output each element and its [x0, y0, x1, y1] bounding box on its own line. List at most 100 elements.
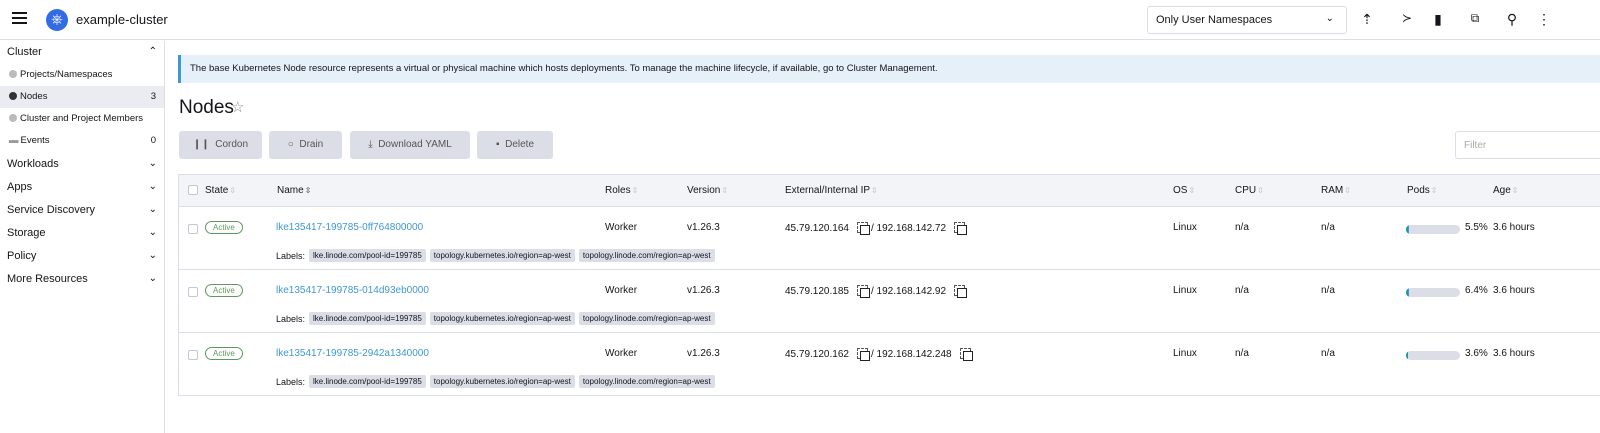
sort-icon: ⇳ [229, 186, 237, 195]
external-ip: 45.79.120.164 [785, 223, 849, 234]
column-state[interactable]: State⇳ [205, 185, 236, 196]
node-version: v1.26.3 [687, 222, 720, 233]
label-tag: topology.kubernetes.io/region=ap-west [429, 249, 575, 262]
sidebar-item-members[interactable]: Cluster and Project Members [0, 108, 164, 130]
select-all-checkbox[interactable] [188, 185, 198, 195]
node-role: Worker [605, 222, 638, 233]
node-age: 3.6 hours [1493, 348, 1535, 359]
group-label: Storage [7, 227, 46, 239]
table-row: Active lke135417-199785-014d93eb0000 Wor… [179, 270, 1600, 333]
labels-prefix: Labels: [276, 376, 306, 387]
internal-ip: 192.168.142.72 [876, 223, 947, 234]
node-ram: n/a [1321, 285, 1335, 296]
table-row: Active lke135417-199785-2942a1340000 Wor… [179, 333, 1600, 396]
cordon-button[interactable]: ❙❙ Cordon [179, 131, 262, 159]
terminal-icon[interactable]: ≻ [1401, 11, 1413, 25]
col-label: Version [687, 185, 721, 196]
column-name[interactable]: Name⇳ [277, 185, 311, 196]
pods-percent: 3.6% [1465, 348, 1488, 359]
copy-icon[interactable] [959, 348, 973, 361]
copy-icon[interactable] [954, 222, 968, 235]
sidebar-group-service-discovery[interactable]: Service Discovery ⌄ [7, 204, 159, 216]
external-ip: 45.79.120.162 [785, 349, 849, 360]
delete-button[interactable]: ▪ Delete [477, 131, 553, 159]
label-tag: topology.kubernetes.io/region=ap-west [429, 375, 575, 388]
sidebar-group-cluster[interactable]: Cluster ⌃ [7, 46, 159, 58]
copy-kubeconfig-icon[interactable]: ⧉ [1470, 11, 1480, 25]
star-icon[interactable]: ☆ [231, 99, 245, 116]
column-os[interactable]: OS⇳ [1173, 185, 1195, 196]
info-banner: The base Kubernetes Node resource repres… [178, 55, 1600, 83]
label-tag: lke.linode.com/pool-id=199785 [309, 375, 426, 388]
sidebar-item-events[interactable]: ▬ Events 0 [0, 130, 164, 152]
label-tag: lke.linode.com/pool-id=199785 [309, 312, 426, 325]
hamburger-menu-icon[interactable] [12, 12, 27, 24]
folder-icon: ▬ [9, 135, 19, 146]
sort-icon: ⇳ [1430, 186, 1438, 195]
node-version: v1.26.3 [687, 285, 720, 296]
download-yaml-button[interactable]: ⤓ Download YAML [350, 131, 470, 159]
col-label: External/Internal IP [785, 185, 871, 196]
node-ips: 45.79.120.164/ 192.168.142.72 [785, 222, 968, 235]
external-ip: 45.79.120.185 [785, 286, 849, 297]
button-label: Drain [299, 139, 324, 150]
row-checkbox[interactable] [188, 287, 198, 297]
circle-icon [9, 70, 17, 78]
copy-icon[interactable] [954, 285, 968, 298]
page-title: Nodes [179, 97, 234, 118]
sidebar-group-workloads[interactable]: Workloads ⌄ [7, 158, 159, 170]
labels-prefix: Labels: [276, 250, 306, 261]
search-icon[interactable]: ⚲ [1506, 11, 1518, 27]
column-ram[interactable]: RAM⇳ [1321, 185, 1351, 196]
namespace-select-value: Only User Namespaces [1156, 14, 1273, 26]
group-label: More Resources [7, 273, 88, 285]
col-label: Name [277, 185, 304, 196]
status-badge: Active [205, 221, 243, 234]
chevron-down-icon: ⌄ [1325, 13, 1334, 24]
sidebar-group-policy[interactable]: Policy ⌄ [7, 250, 159, 262]
node-os: Linux [1173, 285, 1197, 296]
sidebar-item-nodes[interactable]: Nodes 3 [0, 86, 164, 108]
filter-input[interactable]: Filter [1455, 131, 1600, 159]
sidebar-group-apps[interactable]: Apps ⌄ [7, 181, 159, 193]
node-labels: Labels: lke.linode.com/pool-id=199785 top… [276, 375, 715, 388]
sidebar-group-storage[interactable]: Storage ⌄ [7, 227, 159, 239]
copy-icon[interactable] [856, 348, 870, 361]
column-version[interactable]: Version⇳ [687, 185, 728, 196]
column-cpu[interactable]: CPU⇳ [1235, 185, 1264, 196]
node-role: Worker [605, 285, 638, 296]
column-ip[interactable]: External/Internal IP⇳ [785, 185, 878, 196]
column-age[interactable]: Age⇳ [1493, 185, 1519, 196]
sidebar-group-more-resources[interactable]: More Resources ⌄ [7, 273, 159, 285]
node-cpu: n/a [1235, 222, 1249, 233]
item-count: 0 [150, 135, 156, 146]
column-pods[interactable]: Pods⇳ [1407, 185, 1438, 196]
namespace-select[interactable]: Only User Namespaces ⌄ [1147, 6, 1347, 34]
pods-progress-fill [1406, 288, 1410, 297]
item-label: Projects/Namespaces [20, 69, 113, 80]
file-icon[interactable]: ▮ [1434, 11, 1442, 27]
sort-icon: ⇳ [1188, 186, 1196, 195]
item-count: 3 [150, 91, 156, 102]
node-name-link[interactable]: lke135417-199785-2942a1340000 [276, 348, 429, 359]
item-label: Events [20, 135, 50, 146]
sidebar-item-projects-namespaces[interactable]: Projects/Namespaces [0, 64, 164, 86]
copy-icon[interactable] [856, 222, 870, 235]
row-checkbox[interactable] [188, 224, 198, 234]
chevron-down-icon: ⌄ [148, 204, 157, 215]
node-name-link[interactable]: lke135417-199785-0ff764800000 [276, 222, 424, 233]
upload-icon[interactable]: ⇡ [1361, 11, 1373, 27]
copy-icon[interactable] [856, 285, 870, 298]
sort-icon: ⇳ [1511, 186, 1519, 195]
row-checkbox[interactable] [188, 350, 198, 360]
more-vertical-icon[interactable]: ⋮ [1537, 11, 1551, 27]
col-label: State [205, 185, 229, 196]
node-version: v1.26.3 [687, 348, 720, 359]
drain-button[interactable]: ○ Drain [269, 131, 342, 159]
node-ips: 45.79.120.185/ 192.168.142.92 [785, 285, 968, 298]
pause-icon: ❙❙ [192, 139, 210, 150]
pods-progress-bar [1406, 288, 1460, 297]
node-cpu: n/a [1235, 348, 1249, 359]
node-name-link[interactable]: lke135417-199785-014d93eb0000 [276, 285, 429, 296]
column-roles[interactable]: Roles⇳ [605, 185, 638, 196]
